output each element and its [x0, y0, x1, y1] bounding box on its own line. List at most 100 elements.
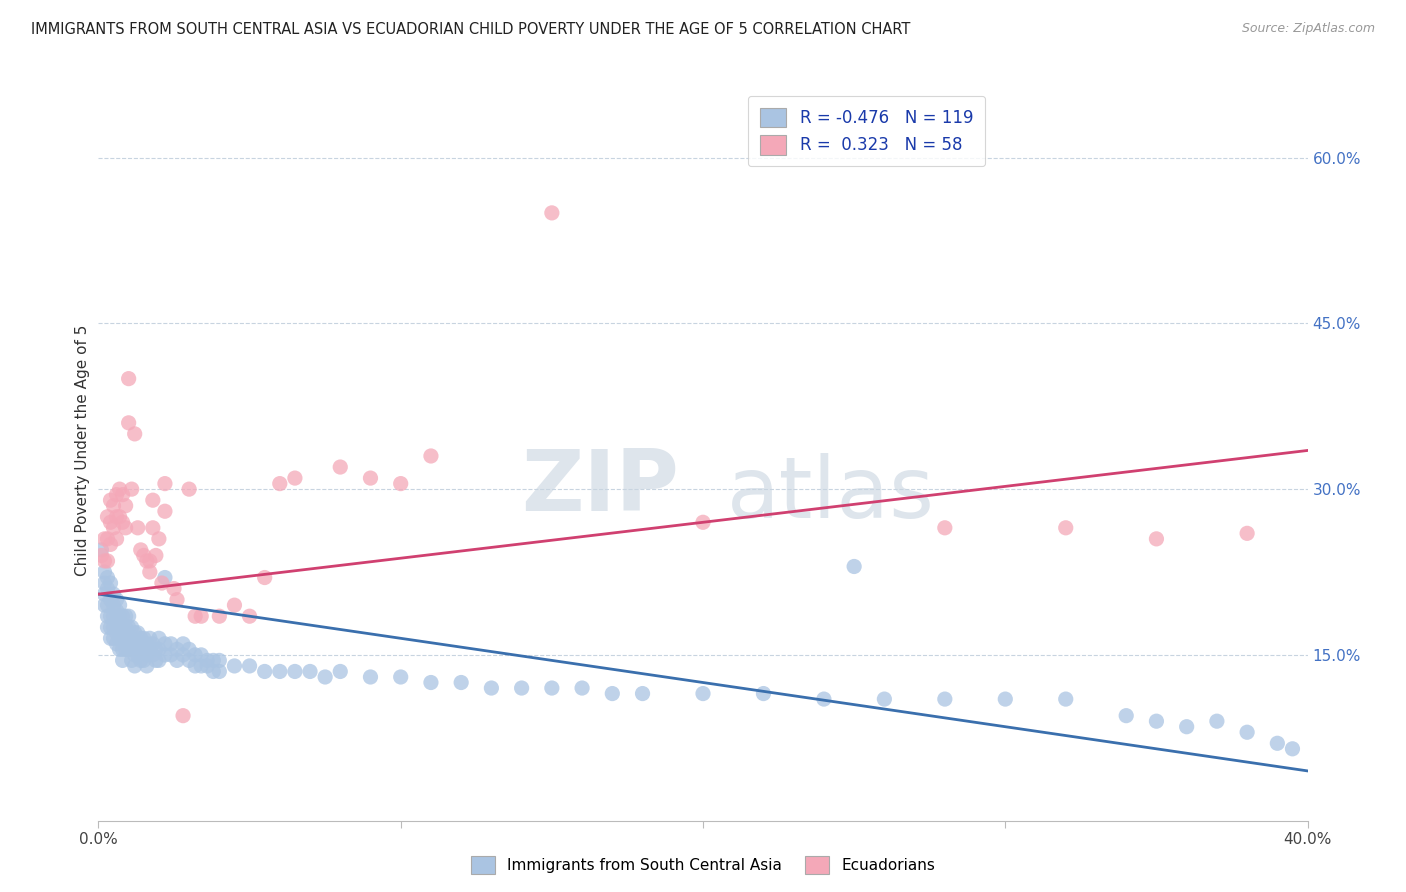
Point — [114, 609, 136, 624]
Point — [1236, 725, 1258, 739]
Point — [93, 565, 115, 579]
Point — [127, 625, 149, 640]
Point — [269, 476, 291, 491]
Point — [118, 620, 141, 634]
Point — [100, 632, 122, 646]
Point — [132, 549, 155, 563]
Text: ZIP: ZIP — [522, 446, 679, 529]
Point — [752, 687, 775, 701]
Point — [844, 559, 866, 574]
Point — [360, 670, 382, 684]
Point — [172, 648, 194, 662]
Point — [142, 493, 165, 508]
Point — [111, 620, 134, 634]
Point — [111, 642, 134, 657]
Point — [100, 609, 122, 624]
Point — [103, 587, 125, 601]
Point — [132, 632, 155, 646]
Point — [100, 493, 122, 508]
Point — [142, 521, 165, 535]
Point — [153, 570, 176, 584]
Point — [135, 648, 157, 662]
Point — [145, 653, 167, 667]
Point — [96, 570, 118, 584]
Point — [160, 648, 183, 662]
Point — [139, 554, 162, 568]
Point — [195, 653, 218, 667]
Point — [139, 642, 162, 657]
Point — [153, 504, 176, 518]
Point — [208, 653, 231, 667]
Point — [224, 598, 246, 612]
Point — [105, 637, 128, 651]
Point — [602, 687, 624, 701]
Point — [389, 670, 412, 684]
Point — [190, 648, 212, 662]
Point — [96, 532, 118, 546]
Point — [139, 565, 162, 579]
Point — [121, 632, 143, 646]
Point — [96, 554, 118, 568]
Point — [142, 648, 165, 662]
Point — [873, 692, 896, 706]
Point — [105, 592, 128, 607]
Point — [124, 648, 146, 662]
Point — [108, 482, 131, 496]
Point — [96, 582, 118, 596]
Point — [96, 509, 118, 524]
Point — [284, 471, 307, 485]
Point — [1175, 720, 1198, 734]
Point — [114, 521, 136, 535]
Point — [253, 665, 276, 679]
Point — [148, 642, 170, 657]
Point — [153, 476, 176, 491]
Point — [96, 598, 118, 612]
Point — [994, 692, 1017, 706]
Point — [142, 637, 165, 651]
Point — [1267, 736, 1289, 750]
Point — [184, 648, 207, 662]
Point — [166, 592, 188, 607]
Point — [132, 653, 155, 667]
Point — [208, 665, 231, 679]
Point — [93, 532, 115, 546]
Point — [93, 598, 115, 612]
Point — [299, 665, 322, 679]
Point — [93, 576, 115, 591]
Point — [90, 549, 112, 563]
Point — [329, 665, 352, 679]
Point — [103, 521, 125, 535]
Point — [1115, 708, 1137, 723]
Point — [148, 532, 170, 546]
Point — [114, 632, 136, 646]
Point — [111, 632, 134, 646]
Point — [121, 653, 143, 667]
Point — [360, 471, 382, 485]
Point — [111, 609, 134, 624]
Point — [1206, 714, 1229, 729]
Point — [105, 625, 128, 640]
Point — [135, 637, 157, 651]
Point — [1144, 532, 1167, 546]
Point — [692, 687, 714, 701]
Point — [571, 681, 593, 695]
Point — [145, 549, 167, 563]
Point — [129, 642, 152, 657]
Point — [692, 516, 714, 530]
Point — [166, 642, 188, 657]
Point — [105, 615, 128, 629]
Point — [329, 460, 352, 475]
Legend: R = -0.476   N = 119, R =  0.323   N = 58: R = -0.476 N = 119, R = 0.323 N = 58 — [748, 96, 984, 166]
Point — [127, 648, 149, 662]
Point — [139, 632, 162, 646]
Point — [124, 625, 146, 640]
Point — [100, 516, 122, 530]
Point — [105, 488, 128, 502]
Point — [114, 642, 136, 657]
Point — [1281, 741, 1303, 756]
Point — [420, 675, 443, 690]
Point — [420, 449, 443, 463]
Point — [127, 521, 149, 535]
Y-axis label: Child Poverty Under the Age of 5: Child Poverty Under the Age of 5 — [75, 325, 90, 576]
Point — [1054, 521, 1077, 535]
